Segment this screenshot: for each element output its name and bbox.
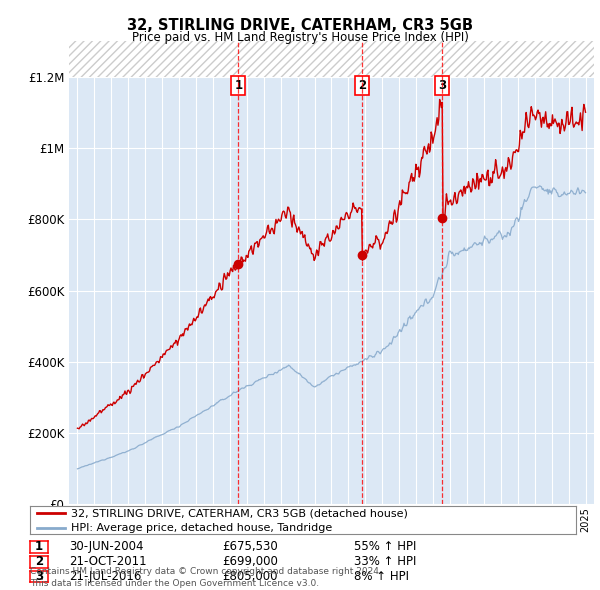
Text: 8% ↑ HPI: 8% ↑ HPI: [354, 570, 409, 583]
Text: 33% ↑ HPI: 33% ↑ HPI: [354, 555, 416, 568]
Text: Price paid vs. HM Land Registry's House Price Index (HPI): Price paid vs. HM Land Registry's House …: [131, 31, 469, 44]
Text: 1: 1: [234, 78, 242, 91]
Text: 1: 1: [35, 540, 43, 553]
Text: 32, STIRLING DRIVE, CATERHAM, CR3 5GB (detached house): 32, STIRLING DRIVE, CATERHAM, CR3 5GB (d…: [71, 508, 408, 518]
Text: 32, STIRLING DRIVE, CATERHAM, CR3 5GB: 32, STIRLING DRIVE, CATERHAM, CR3 5GB: [127, 18, 473, 32]
Text: 2: 2: [358, 78, 366, 91]
Text: 55% ↑ HPI: 55% ↑ HPI: [354, 540, 416, 553]
Text: £675,530: £675,530: [222, 540, 278, 553]
Text: Contains HM Land Registry data © Crown copyright and database right 2024.
This d: Contains HM Land Registry data © Crown c…: [30, 568, 382, 588]
Text: 30-JUN-2004: 30-JUN-2004: [69, 540, 143, 553]
Text: £699,000: £699,000: [222, 555, 278, 568]
Text: 3: 3: [439, 78, 446, 91]
Text: 21-OCT-2011: 21-OCT-2011: [69, 555, 146, 568]
Text: 21-JUL-2016: 21-JUL-2016: [69, 570, 142, 583]
Text: 2: 2: [35, 555, 43, 568]
Text: 3: 3: [35, 570, 43, 583]
Text: HPI: Average price, detached house, Tandridge: HPI: Average price, detached house, Tand…: [71, 523, 332, 533]
Text: £805,000: £805,000: [222, 570, 277, 583]
